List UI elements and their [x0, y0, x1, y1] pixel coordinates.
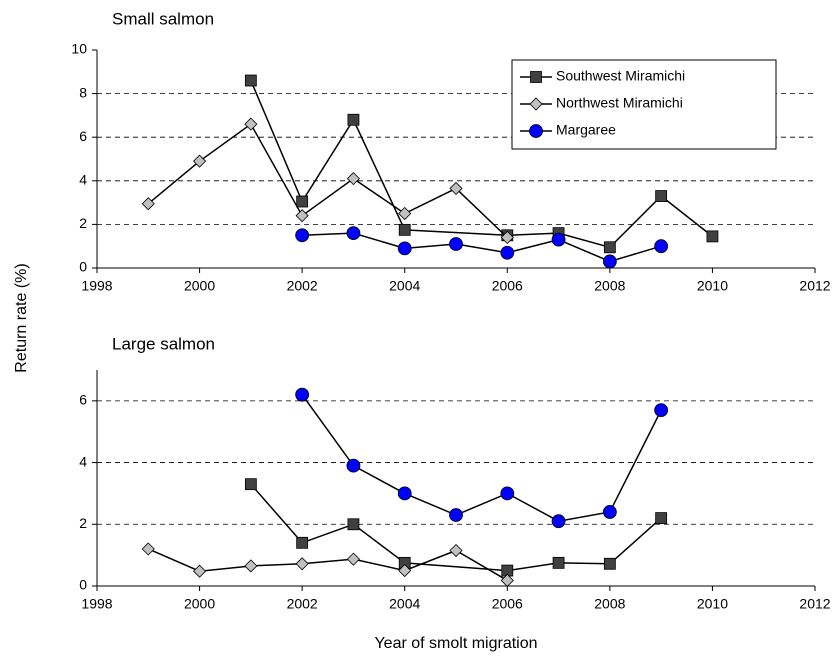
x-tick-label: 2004: [389, 596, 420, 612]
marker-circle: [449, 237, 463, 251]
marker-square: [296, 536, 309, 549]
x-tick-label: 2002: [287, 278, 318, 294]
marker-square: [347, 518, 360, 531]
chart-title: Large salmon: [112, 334, 215, 353]
x-tick-label: 2006: [492, 278, 523, 294]
legend-box: [511, 59, 777, 150]
series-line: [147, 123, 508, 239]
x-tick-label: 2006: [492, 596, 523, 612]
marker-circle: [346, 458, 361, 473]
x-tick-label: 2008: [594, 278, 625, 294]
marker-diamond: [141, 542, 155, 556]
marker-circle: [654, 403, 669, 418]
marker-circle: [397, 486, 412, 501]
marker-square: [347, 113, 360, 126]
x-tick-label: 2012: [799, 596, 830, 612]
y-tick-label: 4: [79, 172, 87, 188]
marker-diamond: [500, 230, 514, 245]
marker-circle: [602, 505, 617, 519]
marker-circle: [449, 508, 463, 522]
series-line: [147, 548, 508, 582]
marker-diamond: [449, 181, 463, 195]
y-tick-label: 0: [79, 259, 87, 275]
marker-diamond: [346, 552, 360, 566]
legend-label: Margaree: [556, 122, 616, 138]
marker-circle: [295, 387, 310, 402]
y-tick-label: 8: [79, 84, 87, 100]
y-tick-label: 2: [79, 215, 87, 231]
marker-diamond: [244, 117, 258, 131]
marker-square: [655, 512, 668, 525]
series-line: [301, 394, 662, 522]
y-tick-label: 6: [79, 392, 87, 408]
x-tick-label: 1998: [81, 596, 112, 612]
x-tick-label: 1998: [81, 278, 112, 294]
marker-square: [296, 195, 309, 208]
x-tick-label: 2002: [287, 596, 318, 612]
marker-square: [603, 241, 616, 254]
marker-circle: [551, 514, 566, 529]
x-tick-label: 2004: [389, 278, 420, 294]
marker-diamond: [529, 97, 543, 111]
marker-square: [530, 71, 542, 83]
marker-diamond: [449, 543, 463, 558]
marker-square: [552, 556, 565, 569]
legend-label: Northwest Miramichi: [556, 95, 683, 111]
series-line: [250, 483, 662, 572]
y-tick-label: 4: [79, 453, 87, 469]
marker-diamond: [193, 564, 207, 578]
marker-circle: [602, 254, 617, 269]
marker-diamond: [398, 564, 412, 578]
marker-diamond: [295, 557, 309, 571]
y-tick-label: 0: [79, 577, 87, 593]
marker-diamond: [398, 206, 412, 221]
marker-square: [655, 190, 668, 202]
marker-diamond: [244, 559, 258, 573]
legend-label: Southwest Miramichi: [556, 68, 685, 84]
marker-diamond: [295, 209, 309, 223]
x-tick-label: 2000: [184, 596, 215, 612]
chart-title: Small salmon: [112, 9, 214, 28]
marker-diamond: [346, 172, 360, 186]
marker-square: [706, 230, 719, 243]
marker-circle: [654, 239, 669, 254]
x-tick-label: 2000: [184, 278, 215, 294]
y-tick-label: 10: [71, 41, 87, 57]
x-tick-label: 2008: [594, 596, 625, 612]
x-tick-label: 2010: [697, 278, 728, 294]
marker-circle: [500, 486, 515, 501]
y-axis-label: Return rate (%): [13, 263, 30, 372]
marker-circle: [397, 241, 412, 256]
marker-square: [244, 74, 257, 87]
marker-diamond: [500, 573, 514, 588]
marker-square: [603, 557, 616, 570]
marker-square: [398, 223, 411, 236]
marker-circle: [551, 232, 566, 247]
marker-circle: [295, 228, 310, 243]
y-tick-label: 2: [79, 515, 87, 531]
marker-circle: [346, 226, 361, 241]
series-line: [302, 232, 662, 263]
marker-diamond: [141, 197, 155, 211]
x-tick-label: 2010: [697, 596, 728, 612]
x-tick-label: 2012: [799, 278, 830, 294]
marker-circle: [529, 124, 543, 138]
x-axis-label: Year of smolt migration: [374, 635, 537, 652]
marker-square: [244, 478, 257, 491]
marker-circle: [500, 245, 515, 260]
y-tick-label: 6: [79, 128, 87, 144]
marker-diamond: [193, 154, 207, 168]
